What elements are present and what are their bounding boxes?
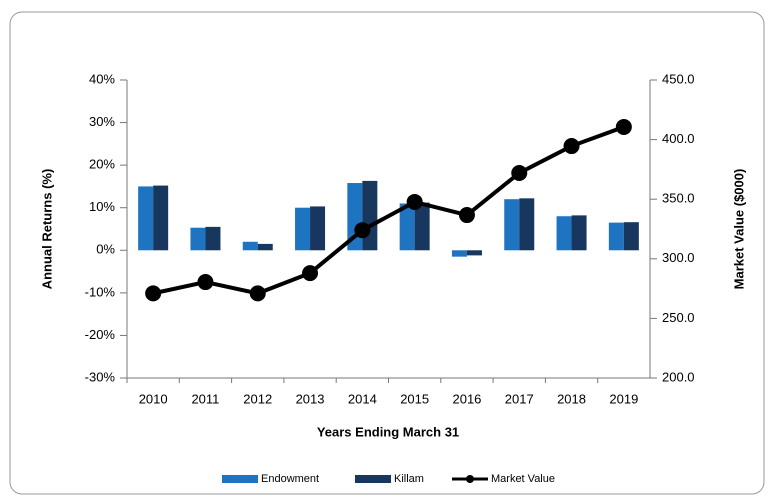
x-tick-label: 2015: [400, 391, 429, 406]
legend-label: Endowment: [261, 473, 319, 485]
legend-label: Killam: [394, 473, 424, 485]
y2-tick-label: 300.0: [662, 250, 695, 265]
x-tick-label: 2012: [243, 391, 272, 406]
bar: [466, 250, 482, 256]
bar: [242, 241, 258, 251]
bar: [205, 226, 221, 251]
y2-tick-label: 250.0: [662, 310, 695, 325]
y2-tick-label: 200.0: [662, 369, 695, 384]
marker: [511, 164, 528, 181]
marker: [197, 274, 214, 291]
marker: [302, 265, 319, 282]
y-tick-label: 40%: [89, 71, 115, 86]
bar: [451, 250, 467, 257]
marker: [563, 138, 580, 155]
x-tick-label: 2011: [191, 391, 219, 406]
y-tick-label: -20%: [85, 327, 116, 342]
bar: [310, 206, 326, 251]
x-tick-label: 2014: [348, 391, 377, 406]
bar: [257, 243, 273, 251]
marker: [406, 193, 423, 210]
bar: [556, 216, 572, 251]
marker: [615, 118, 632, 135]
x-tick-label: 2018: [557, 391, 586, 406]
marker: [145, 285, 162, 302]
bar: [519, 198, 535, 251]
bar: [504, 199, 520, 251]
y2-tick-label: 400.0: [662, 131, 695, 146]
bar: [623, 222, 639, 251]
bar: [571, 215, 587, 251]
legend-marker: [466, 475, 474, 483]
marker: [354, 222, 371, 239]
x-axis-label: Years Ending March 31: [317, 424, 459, 439]
bar: [362, 180, 378, 251]
legend-swatch: [222, 475, 258, 483]
x-tick-label: 2010: [139, 391, 168, 406]
y2-tick-label: 450.0: [662, 71, 695, 86]
y2-axis-label: Market Value ($000): [731, 169, 746, 290]
marker: [458, 207, 475, 224]
bar: [138, 186, 154, 251]
y-tick-label: 20%: [89, 157, 115, 172]
y-tick-label: 0%: [96, 242, 115, 257]
y-tick-label: -30%: [85, 369, 116, 384]
y-tick-label: 30%: [89, 114, 115, 129]
x-tick-label: 2017: [505, 391, 534, 406]
legend-swatch: [355, 475, 391, 483]
bar: [414, 202, 430, 251]
bar: [608, 222, 624, 251]
x-tick-label: 2019: [609, 391, 638, 406]
marker: [249, 285, 266, 302]
chart-frame: [9, 11, 765, 495]
y-axis-label: Annual Returns (%): [39, 169, 54, 290]
x-tick-label: 2013: [296, 391, 325, 406]
line: [152, 125, 625, 296]
bar: [190, 227, 206, 251]
y2-tick-label: 350.0: [662, 191, 695, 206]
bar: [295, 207, 311, 251]
bar: [399, 203, 415, 251]
y-tick-label: 10%: [89, 199, 115, 214]
x-tick-label: 2016: [452, 391, 481, 406]
legend-label: Market Value: [491, 473, 555, 485]
y-tick-label: -10%: [85, 284, 116, 299]
bar: [153, 185, 169, 251]
